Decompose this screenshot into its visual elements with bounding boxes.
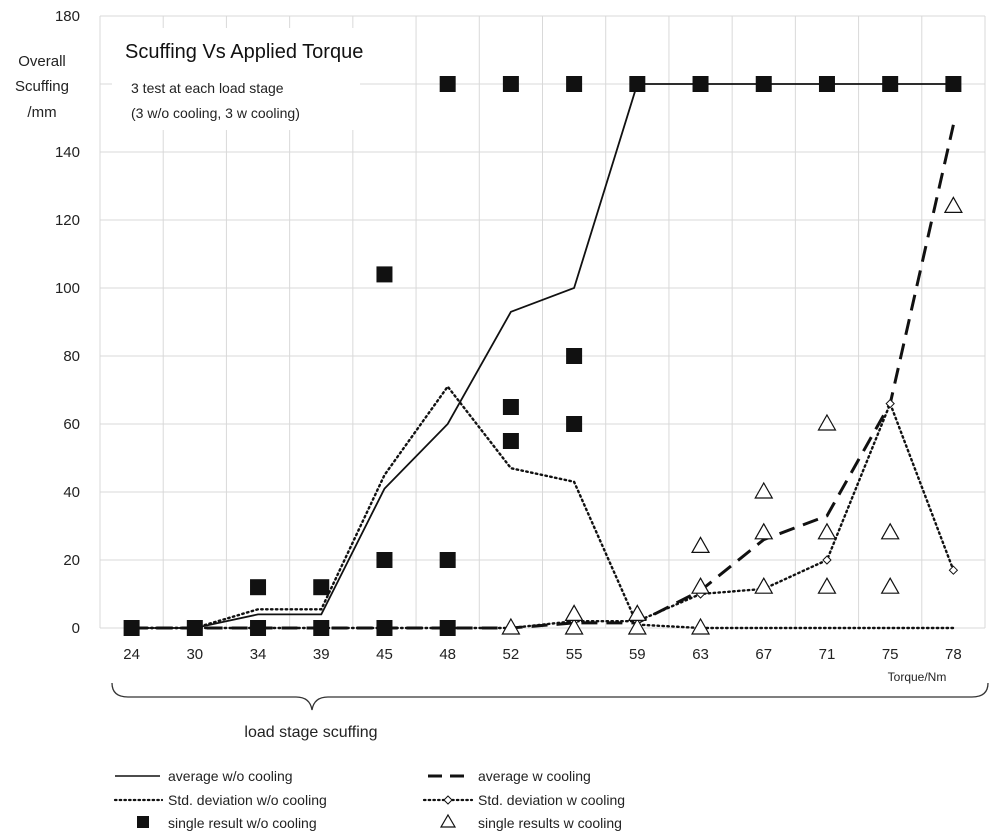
y-tick-label: 0 — [72, 620, 80, 637]
single-result-wo-cooling-point — [566, 416, 583, 432]
legend-triangle-marker — [439, 813, 457, 828]
series-line-dash — [131, 124, 955, 630]
y-tick-labels: 0 20 40 60 80 100 120 140 180 — [55, 8, 80, 637]
single-result-w-cooling-point — [817, 413, 837, 431]
single-result-w-cooling-point — [817, 576, 837, 594]
single-result-wo-cooling-point — [250, 579, 267, 596]
x-tick-label: 63 — [692, 646, 709, 663]
legend-label-single-w-cooling: single results w cooling — [478, 815, 622, 831]
x-tick-label: 48 — [439, 646, 456, 663]
x-tick-label: 45 — [376, 646, 393, 663]
single-result-wo-cooling-point — [818, 76, 835, 92]
chart-subtitle-line-1: 3 test at each load stage — [131, 80, 284, 96]
x-tick-label: 24 — [123, 646, 140, 663]
single-result-w-cooling-point — [564, 604, 584, 621]
legend-label-single-wo-cooling: single result w/o cooling — [168, 815, 317, 831]
chart-subtitle-line-2: (3 w/o cooling, 3 w cooling) — [131, 105, 300, 121]
y-tick-label: 120 — [55, 212, 80, 229]
single-result-wo-cooling-point — [250, 620, 267, 636]
x-tick-label: 55 — [566, 646, 583, 663]
single-result-w-cooling-point — [817, 522, 837, 540]
x-tick-label: 30 — [186, 646, 203, 663]
legend-square-marker — [137, 816, 149, 828]
legend-diamond-marker — [443, 795, 453, 805]
x-tick-labels: 24 30 34 39 45 48 52 55 59 63 67 71 75 78 — [123, 646, 961, 663]
x-tick-label: 67 — [755, 646, 772, 663]
x-tick-label: 71 — [819, 646, 836, 663]
std-w-cooling-point — [822, 555, 832, 565]
single-result-wo-cooling-point — [123, 620, 140, 636]
x-tick-label: 34 — [250, 646, 267, 663]
single-result-wo-cooling-point — [882, 76, 899, 92]
single-result-wo-cooling-point — [502, 433, 519, 449]
x-tick-label: 78 — [945, 646, 962, 663]
y-tick-label: 80 — [63, 348, 80, 365]
single-result-w-cooling-point — [691, 576, 711, 594]
single-result-w-cooling-point — [501, 617, 521, 635]
single-result-w-cooling-point — [627, 617, 647, 635]
series-line-dot — [130, 384, 955, 630]
single-result-w-cooling-point — [943, 196, 963, 213]
single-result-wo-cooling-point — [376, 552, 393, 568]
single-result-w-cooling-point — [754, 522, 774, 540]
y-tick-label: 60 — [63, 416, 80, 433]
single-result-w-cooling-point — [691, 536, 711, 553]
y-tick-label: 40 — [63, 484, 80, 501]
single-result-w-cooling-point — [880, 576, 900, 594]
single-result-w-cooling-point — [880, 522, 900, 540]
legend-label-std-wo-cooling: Std. deviation w/o cooling — [168, 792, 327, 808]
x-axis-label: Torque/Nm — [888, 670, 947, 684]
single-result-wo-cooling-point — [439, 620, 456, 636]
single-result-wo-cooling-point — [755, 76, 772, 92]
single-result-wo-cooling-point — [566, 348, 583, 364]
y-tick-label: 100 — [55, 280, 80, 297]
x-tick-label: 59 — [629, 646, 646, 663]
single-result-wo-cooling-point — [945, 76, 962, 92]
single-result-wo-cooling-point — [502, 399, 519, 415]
std-w-cooling-point — [948, 565, 959, 575]
single-result-w-cooling-point — [691, 617, 711, 635]
single-result-w-cooling-point — [754, 576, 774, 594]
title-box — [112, 28, 360, 130]
load-stage-brace — [111, 682, 989, 711]
single-result-wo-cooling-point — [376, 620, 393, 636]
legend: average w/o cooling average w cooling St… — [113, 768, 625, 831]
single-result-wo-cooling-point — [502, 76, 519, 92]
x-tick-label: 52 — [503, 646, 520, 663]
single-result-w-cooling-point — [627, 604, 647, 621]
legend-label-std-w-cooling: Std. deviation w cooling — [478, 792, 625, 808]
single-result-wo-cooling-point — [313, 620, 330, 636]
single-result-wo-cooling-point — [439, 76, 456, 92]
legend-label-average-wo-cooling: average w/o cooling — [168, 768, 293, 784]
single-result-wo-cooling-point — [439, 552, 456, 568]
single-result-wo-cooling-point — [629, 76, 646, 92]
chart-title: Scuffing Vs Applied Torque — [125, 41, 363, 63]
x-tick-label: 75 — [882, 646, 899, 663]
y-tick-label: 180 — [55, 8, 80, 25]
single-result-wo-cooling-point — [313, 579, 330, 596]
std-w-cooling-point — [885, 398, 895, 409]
brace-label: load stage scuffing — [244, 724, 377, 741]
y-tick-label: 140 — [55, 144, 80, 161]
x-tick-label: 39 — [313, 646, 330, 663]
single-result-w-cooling-point — [754, 481, 774, 499]
single-result-w-cooling-point — [564, 617, 584, 635]
y-axis-label-line-3: /mm — [27, 104, 56, 121]
series-line-solid — [131, 83, 954, 629]
series-lines — [130, 83, 955, 630]
legend-label-average-w-cooling: average w cooling — [478, 768, 591, 784]
single-result-wo-cooling-point — [566, 76, 583, 92]
series-markers — [123, 76, 963, 636]
single-result-wo-cooling-point — [376, 266, 393, 283]
y-axis-label-line-1: Overall — [18, 53, 66, 70]
y-tick-label: 20 — [63, 552, 80, 569]
single-result-wo-cooling-point — [692, 76, 709, 92]
y-axis-label-line-2: Scuffing — [15, 78, 69, 95]
single-result-wo-cooling-point — [186, 620, 203, 636]
